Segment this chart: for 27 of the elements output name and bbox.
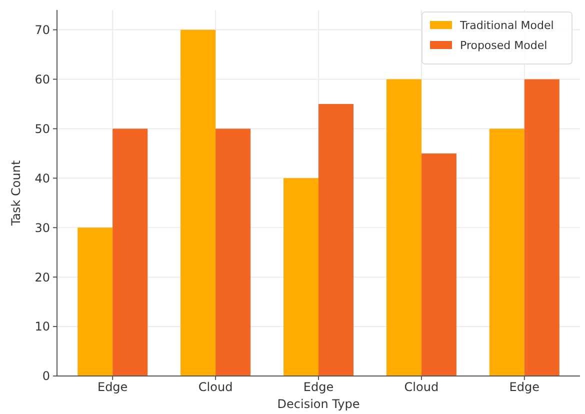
bar [386, 79, 422, 376]
bar [318, 104, 354, 376]
y-axis-title: Task Count [9, 160, 23, 227]
y-tick-label: 40 [34, 171, 50, 186]
x-axis-title: Decision Type [277, 397, 360, 411]
x-tick-label: Cloud [198, 380, 233, 394]
y-tick-label: 20 [34, 270, 50, 284]
bar [112, 128, 148, 376]
bar [284, 178, 318, 376]
bar [524, 79, 560, 376]
y-tick-label: 50 [34, 122, 50, 136]
legend-label: Proposed Model [460, 39, 548, 52]
legend-label: Traditional Model [459, 19, 554, 32]
bar [180, 30, 216, 376]
x-tick-label: Edge [509, 380, 540, 394]
y-tick-label: 30 [34, 220, 50, 235]
y-tick-label: 0 [42, 369, 50, 384]
x-tick-label: Cloud [404, 380, 439, 394]
bar [216, 128, 251, 376]
bar [78, 228, 113, 376]
x-tick-label: Edge [97, 380, 128, 394]
y-tick-label: 60 [34, 72, 50, 86]
y-tick-label: 10 [34, 320, 50, 334]
bar [489, 128, 524, 376]
y-tick-label: 70 [34, 22, 50, 37]
bar [421, 153, 456, 376]
x-tick-label: Edge [303, 380, 334, 394]
